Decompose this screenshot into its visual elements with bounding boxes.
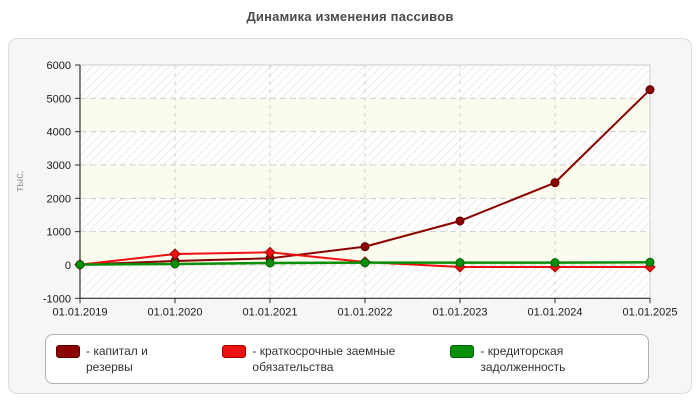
legend-text-capital: капитал и резервы bbox=[86, 344, 148, 375]
x-tick-label: 01.01.2022 bbox=[337, 306, 392, 318]
data-point bbox=[75, 260, 85, 270]
data-point bbox=[264, 246, 276, 259]
y-axis-title: тыс. bbox=[14, 170, 26, 192]
x-tick-label: 01.01.2021 bbox=[242, 306, 297, 318]
data-point bbox=[169, 248, 181, 260]
y-tick-label: 1000 bbox=[47, 227, 71, 239]
x-tick-label: 01.01.2025 bbox=[622, 306, 677, 318]
y-tick-labels: 6000 5000 4000 3000 2000 1000 0 -1000 bbox=[43, 60, 71, 305]
x-tick-label: 01.01.2020 bbox=[147, 306, 202, 318]
legend-separator: - bbox=[480, 344, 488, 358]
data-point bbox=[645, 85, 655, 95]
data-point bbox=[265, 258, 275, 268]
legend-text-payables: кредиторская задолженность bbox=[480, 344, 566, 375]
y-tick-label: 3000 bbox=[47, 160, 71, 172]
capital-swatch bbox=[56, 345, 80, 358]
chart-title: Динамика изменения пассивов bbox=[246, 9, 454, 24]
y-tick-label: 0 bbox=[65, 260, 71, 272]
data-point bbox=[360, 258, 370, 268]
data-point bbox=[455, 216, 465, 226]
x-tick-labels: 01.01.2019 01.01.2020 01.01.2021 01.01.2022… bbox=[52, 306, 677, 318]
legend-item-short-term: - краткосрочные заемные обязательства bbox=[222, 343, 416, 375]
y-tick-label: 2000 bbox=[47, 193, 71, 205]
chart-panel: 6000 5000 4000 3000 2000 1000 0 -1000 01.01.2019… bbox=[8, 38, 692, 394]
legend-label-payables: - кредиторская задолженность bbox=[480, 343, 638, 375]
x-tick-label: 01.01.2023 bbox=[432, 306, 487, 318]
payables-swatch bbox=[450, 345, 475, 358]
y-tick-label: 5000 bbox=[47, 93, 71, 105]
legend-text-short-term: краткосрочные заемные обязательства bbox=[252, 344, 396, 375]
x-tick-label: 01.01.2019 bbox=[52, 306, 107, 318]
legend-separator: - bbox=[86, 344, 94, 358]
x-tick-label: 01.01.2024 bbox=[527, 306, 582, 318]
y-tick-label: 4000 bbox=[47, 127, 71, 139]
series-2 bbox=[75, 257, 655, 270]
legend-item-capital: - капитал и резервы bbox=[56, 343, 188, 375]
data-point bbox=[170, 259, 180, 269]
data-point bbox=[455, 258, 465, 268]
legend-separator: - bbox=[252, 344, 260, 358]
chart-svg: 6000 5000 4000 3000 2000 1000 0 -100001.01.2019… bbox=[14, 60, 678, 318]
data-point bbox=[550, 258, 560, 268]
y-tick-label: -1000 bbox=[43, 293, 71, 305]
short-term-swatch bbox=[222, 345, 247, 358]
legend-label-capital: - капитал и резервы bbox=[86, 343, 188, 375]
y-tick-label: 6000 bbox=[47, 60, 71, 72]
legend-item-payables: - кредиторская задолженность bbox=[450, 343, 638, 375]
data-point bbox=[360, 242, 370, 252]
data-point bbox=[645, 257, 655, 267]
legend: - капитал и резервы - краткосрочные заем… bbox=[45, 334, 649, 384]
legend-label-short-term: - краткосрочные заемные обязательства bbox=[252, 343, 416, 375]
data-point bbox=[550, 178, 560, 188]
